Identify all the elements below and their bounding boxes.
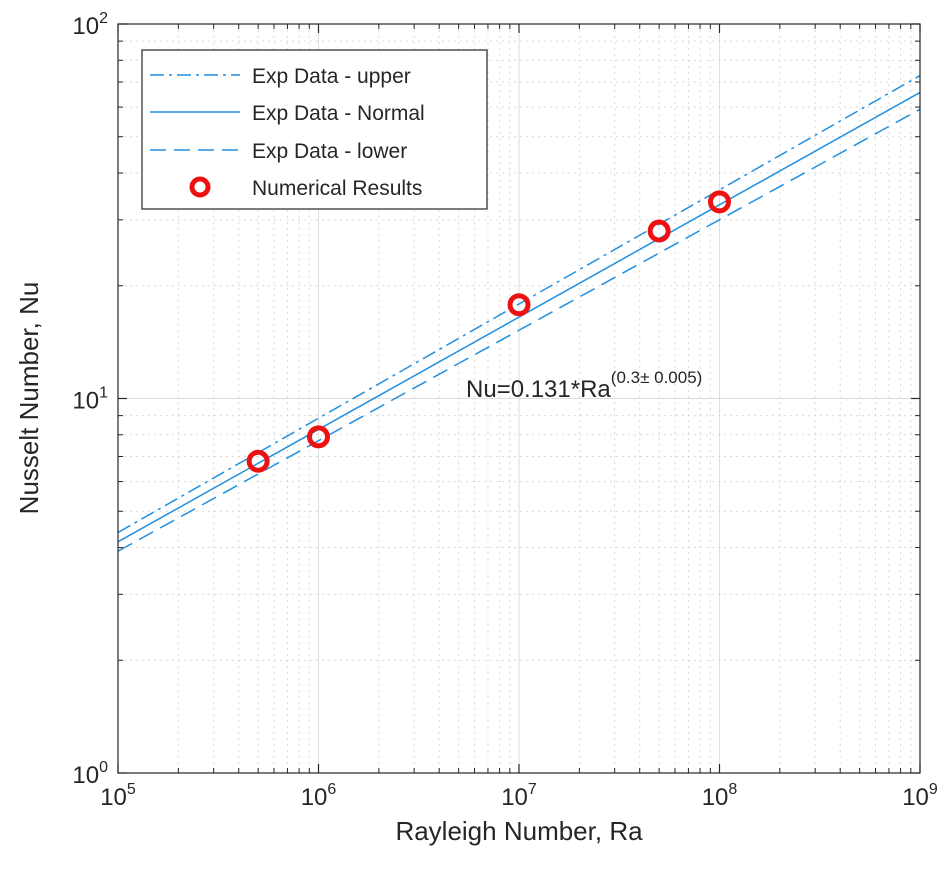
axis-ticks [117,23,921,774]
y-axis-title: Nusselt Number, Nu [14,282,44,515]
series-line-upper [117,74,921,534]
numerical-result-point [507,293,531,317]
series-line-lower [117,108,921,552]
x-tick-label: 106 [301,781,337,811]
numerical-result-point [246,449,270,473]
numerical-result-point [647,219,671,243]
legend-swatch-numerical [189,176,211,198]
y-tick-label: 102 [72,10,108,40]
equation-annotation: Nu=0.131*Ra(0.3± 0.005) [466,368,702,403]
x-tick-label: 109 [902,781,938,811]
x-tick-label: 105 [100,781,136,811]
x-tick-label: 107 [501,781,537,811]
legend-box [141,49,488,210]
tick-labels: 105 106 107 108 109 100 101 102 [72,10,938,811]
legend-label-normal: Exp Data - Normal [252,102,425,125]
legend-label-lower: Exp Data - lower [252,140,407,163]
x-axis-title: Rayleigh Number, Ra [395,816,643,846]
y-tick-label: 100 [72,759,108,789]
y-tick-label: 101 [72,385,108,415]
legend-label-numerical: Numerical Results [252,177,422,200]
x-tick-label: 108 [702,781,738,811]
series-points [246,190,731,473]
numerical-result-point [708,190,731,214]
legend: Exp Data - upper Exp Data - Normal Exp D… [141,49,488,210]
legend-label-upper: Exp Data - upper [252,65,411,88]
numerical-result-point [307,425,330,449]
